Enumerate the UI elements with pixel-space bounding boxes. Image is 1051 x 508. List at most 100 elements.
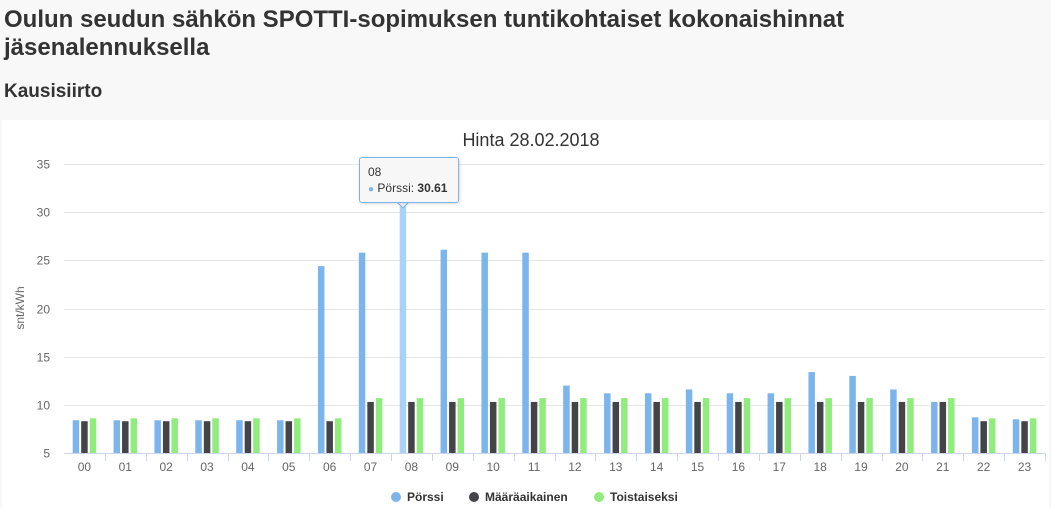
bar-porssi-06[interactable]	[317, 266, 325, 453]
bar-maaraaikainen-12[interactable]	[571, 401, 579, 453]
bar-toistaiseksi-16[interactable]	[743, 398, 751, 453]
bar-toistaiseksi-09[interactable]	[457, 398, 465, 453]
x-tick-label: 00	[78, 460, 92, 474]
x-tick-label: 14	[650, 460, 664, 474]
legend-label: Määräaikainen	[485, 490, 568, 504]
bar-porssi-09[interactable]	[440, 249, 448, 453]
bar-toistaiseksi-20[interactable]	[907, 398, 914, 453]
bar-porssi-03[interactable]	[195, 420, 202, 453]
bar-maaraaikainen-21[interactable]	[939, 401, 947, 453]
bar-maaraaikainen-07[interactable]	[367, 401, 374, 453]
tooltip-dot-icon: ●	[368, 184, 375, 195]
x-tick-label: 17	[773, 460, 787, 474]
bar-porssi-11[interactable]	[522, 252, 529, 453]
bar-toistaiseksi-19[interactable]	[866, 398, 873, 453]
bar-toistaiseksi-18[interactable]	[825, 398, 832, 453]
bar-toistaiseksi-13[interactable]	[621, 398, 628, 453]
bar-porssi-20[interactable]	[890, 389, 897, 453]
grid-lines	[64, 164, 1045, 406]
bar-maaraaikainen-03[interactable]	[203, 421, 211, 453]
x-tick-label: 04	[241, 460, 255, 474]
legend: Pörssi Määräaikainen Toistaiseksi	[391, 490, 678, 504]
bar-toistaiseksi-22[interactable]	[988, 418, 996, 453]
legend-item-porssi[interactable]: Pörssi	[391, 490, 444, 504]
tooltip-header: 08	[368, 165, 382, 179]
bar-toistaiseksi-04[interactable]	[253, 418, 260, 453]
bar-maaraaikainen-23[interactable]	[1021, 421, 1028, 453]
bar-toistaiseksi-01[interactable]	[130, 418, 138, 453]
bar-maaraaikainen-22[interactable]	[980, 421, 987, 453]
bar-toistaiseksi-21[interactable]	[948, 398, 955, 453]
legend-marker-icon	[594, 492, 604, 502]
bar-maaraaikainen-15[interactable]	[694, 401, 701, 453]
legend-item-maaraaikainen[interactable]: Määräaikainen	[469, 490, 568, 504]
legend-marker-icon	[469, 492, 479, 502]
bar-maaraaikainen-13[interactable]	[612, 401, 620, 453]
x-tick-label: 12	[568, 460, 582, 474]
y-tick-label: 15	[37, 351, 51, 365]
bar-porssi-02[interactable]	[154, 420, 161, 453]
bar-toistaiseksi-12[interactable]	[580, 398, 587, 453]
bar-toistaiseksi-11[interactable]	[539, 398, 546, 453]
bar-maaraaikainen-02[interactable]	[162, 421, 170, 453]
x-tick-label: 23	[1018, 460, 1032, 474]
bar-porssi-22[interactable]	[971, 417, 979, 453]
bar-maaraaikainen-05[interactable]	[285, 421, 293, 453]
bar-maaraaikainen-16[interactable]	[735, 401, 742, 453]
bar-toistaiseksi-14[interactable]	[661, 398, 669, 453]
bar-toistaiseksi-23[interactable]	[1029, 418, 1037, 453]
y-tick-label: 35	[37, 158, 51, 172]
bar-maaraaikainen-19[interactable]	[857, 401, 865, 453]
bar-maaraaikainen-10[interactable]	[489, 401, 497, 453]
bar-toistaiseksi-07[interactable]	[375, 398, 383, 453]
bar-porssi-08[interactable]	[399, 206, 407, 453]
bar-toistaiseksi-03[interactable]	[212, 418, 219, 453]
bar-maaraaikainen-11[interactable]	[530, 401, 538, 453]
chart-title: Hinta 28.02.2018	[462, 130, 599, 150]
bar-porssi-01[interactable]	[113, 420, 121, 453]
x-tick-label: 21	[936, 460, 950, 474]
y-tick-label: 10	[37, 399, 51, 413]
bar-porssi-07[interactable]	[358, 252, 366, 453]
bar-maaraaikainen-00[interactable]	[81, 421, 88, 453]
y-axis-ticks: 5 10 15 20 25 30 35	[37, 158, 51, 461]
bar-toistaiseksi-02[interactable]	[171, 418, 178, 453]
bar-porssi-10[interactable]	[481, 252, 488, 453]
bar-maaraaikainen-01[interactable]	[122, 421, 129, 453]
bar-maaraaikainen-14[interactable]	[653, 401, 660, 453]
bar-porssi-15[interactable]	[685, 389, 693, 453]
bar-maaraaikainen-17[interactable]	[776, 401, 783, 453]
bar-porssi-13[interactable]	[604, 393, 611, 453]
bar-porssi-00[interactable]	[72, 420, 80, 453]
bar-toistaiseksi-15[interactable]	[702, 398, 710, 453]
bar-porssi-14[interactable]	[644, 393, 652, 453]
bar-maaraaikainen-08[interactable]	[408, 401, 415, 453]
x-tick-label: 01	[119, 460, 133, 474]
legend-label: Pörssi	[407, 490, 444, 504]
bar-porssi-12[interactable]	[563, 385, 570, 453]
bar-maaraaikainen-20[interactable]	[898, 401, 906, 453]
bar-toistaiseksi-06[interactable]	[334, 418, 342, 453]
bar-toistaiseksi-10[interactable]	[498, 398, 505, 453]
bar-maaraaikainen-06[interactable]	[326, 421, 333, 453]
bar-porssi-05[interactable]	[277, 420, 284, 453]
bar-maaraaikainen-09[interactable]	[449, 401, 456, 453]
bar-toistaiseksi-08[interactable]	[416, 398, 424, 453]
bar-porssi-21[interactable]	[931, 401, 938, 453]
bar-maaraaikainen-18[interactable]	[816, 401, 824, 453]
bar-toistaiseksi-05[interactable]	[294, 418, 301, 453]
bar-maaraaikainen-04[interactable]	[244, 421, 252, 453]
x-tick-label: 07	[364, 460, 378, 474]
bar-porssi-19[interactable]	[849, 375, 856, 453]
bar-porssi-23[interactable]	[1012, 419, 1020, 453]
bar-porssi-16[interactable]	[726, 393, 734, 453]
bar-porssi-18[interactable]	[808, 372, 815, 453]
bar-porssi-17[interactable]	[767, 393, 775, 453]
bar-toistaiseksi-17[interactable]	[784, 398, 792, 453]
x-tick-label: 09	[446, 460, 460, 474]
legend-label: Toistaiseksi	[610, 490, 678, 504]
y-tick-label: 5	[43, 447, 50, 461]
legend-item-toistaiseksi[interactable]: Toistaiseksi	[594, 490, 678, 504]
bar-porssi-04[interactable]	[236, 420, 243, 453]
bar-toistaiseksi-00[interactable]	[89, 418, 97, 453]
